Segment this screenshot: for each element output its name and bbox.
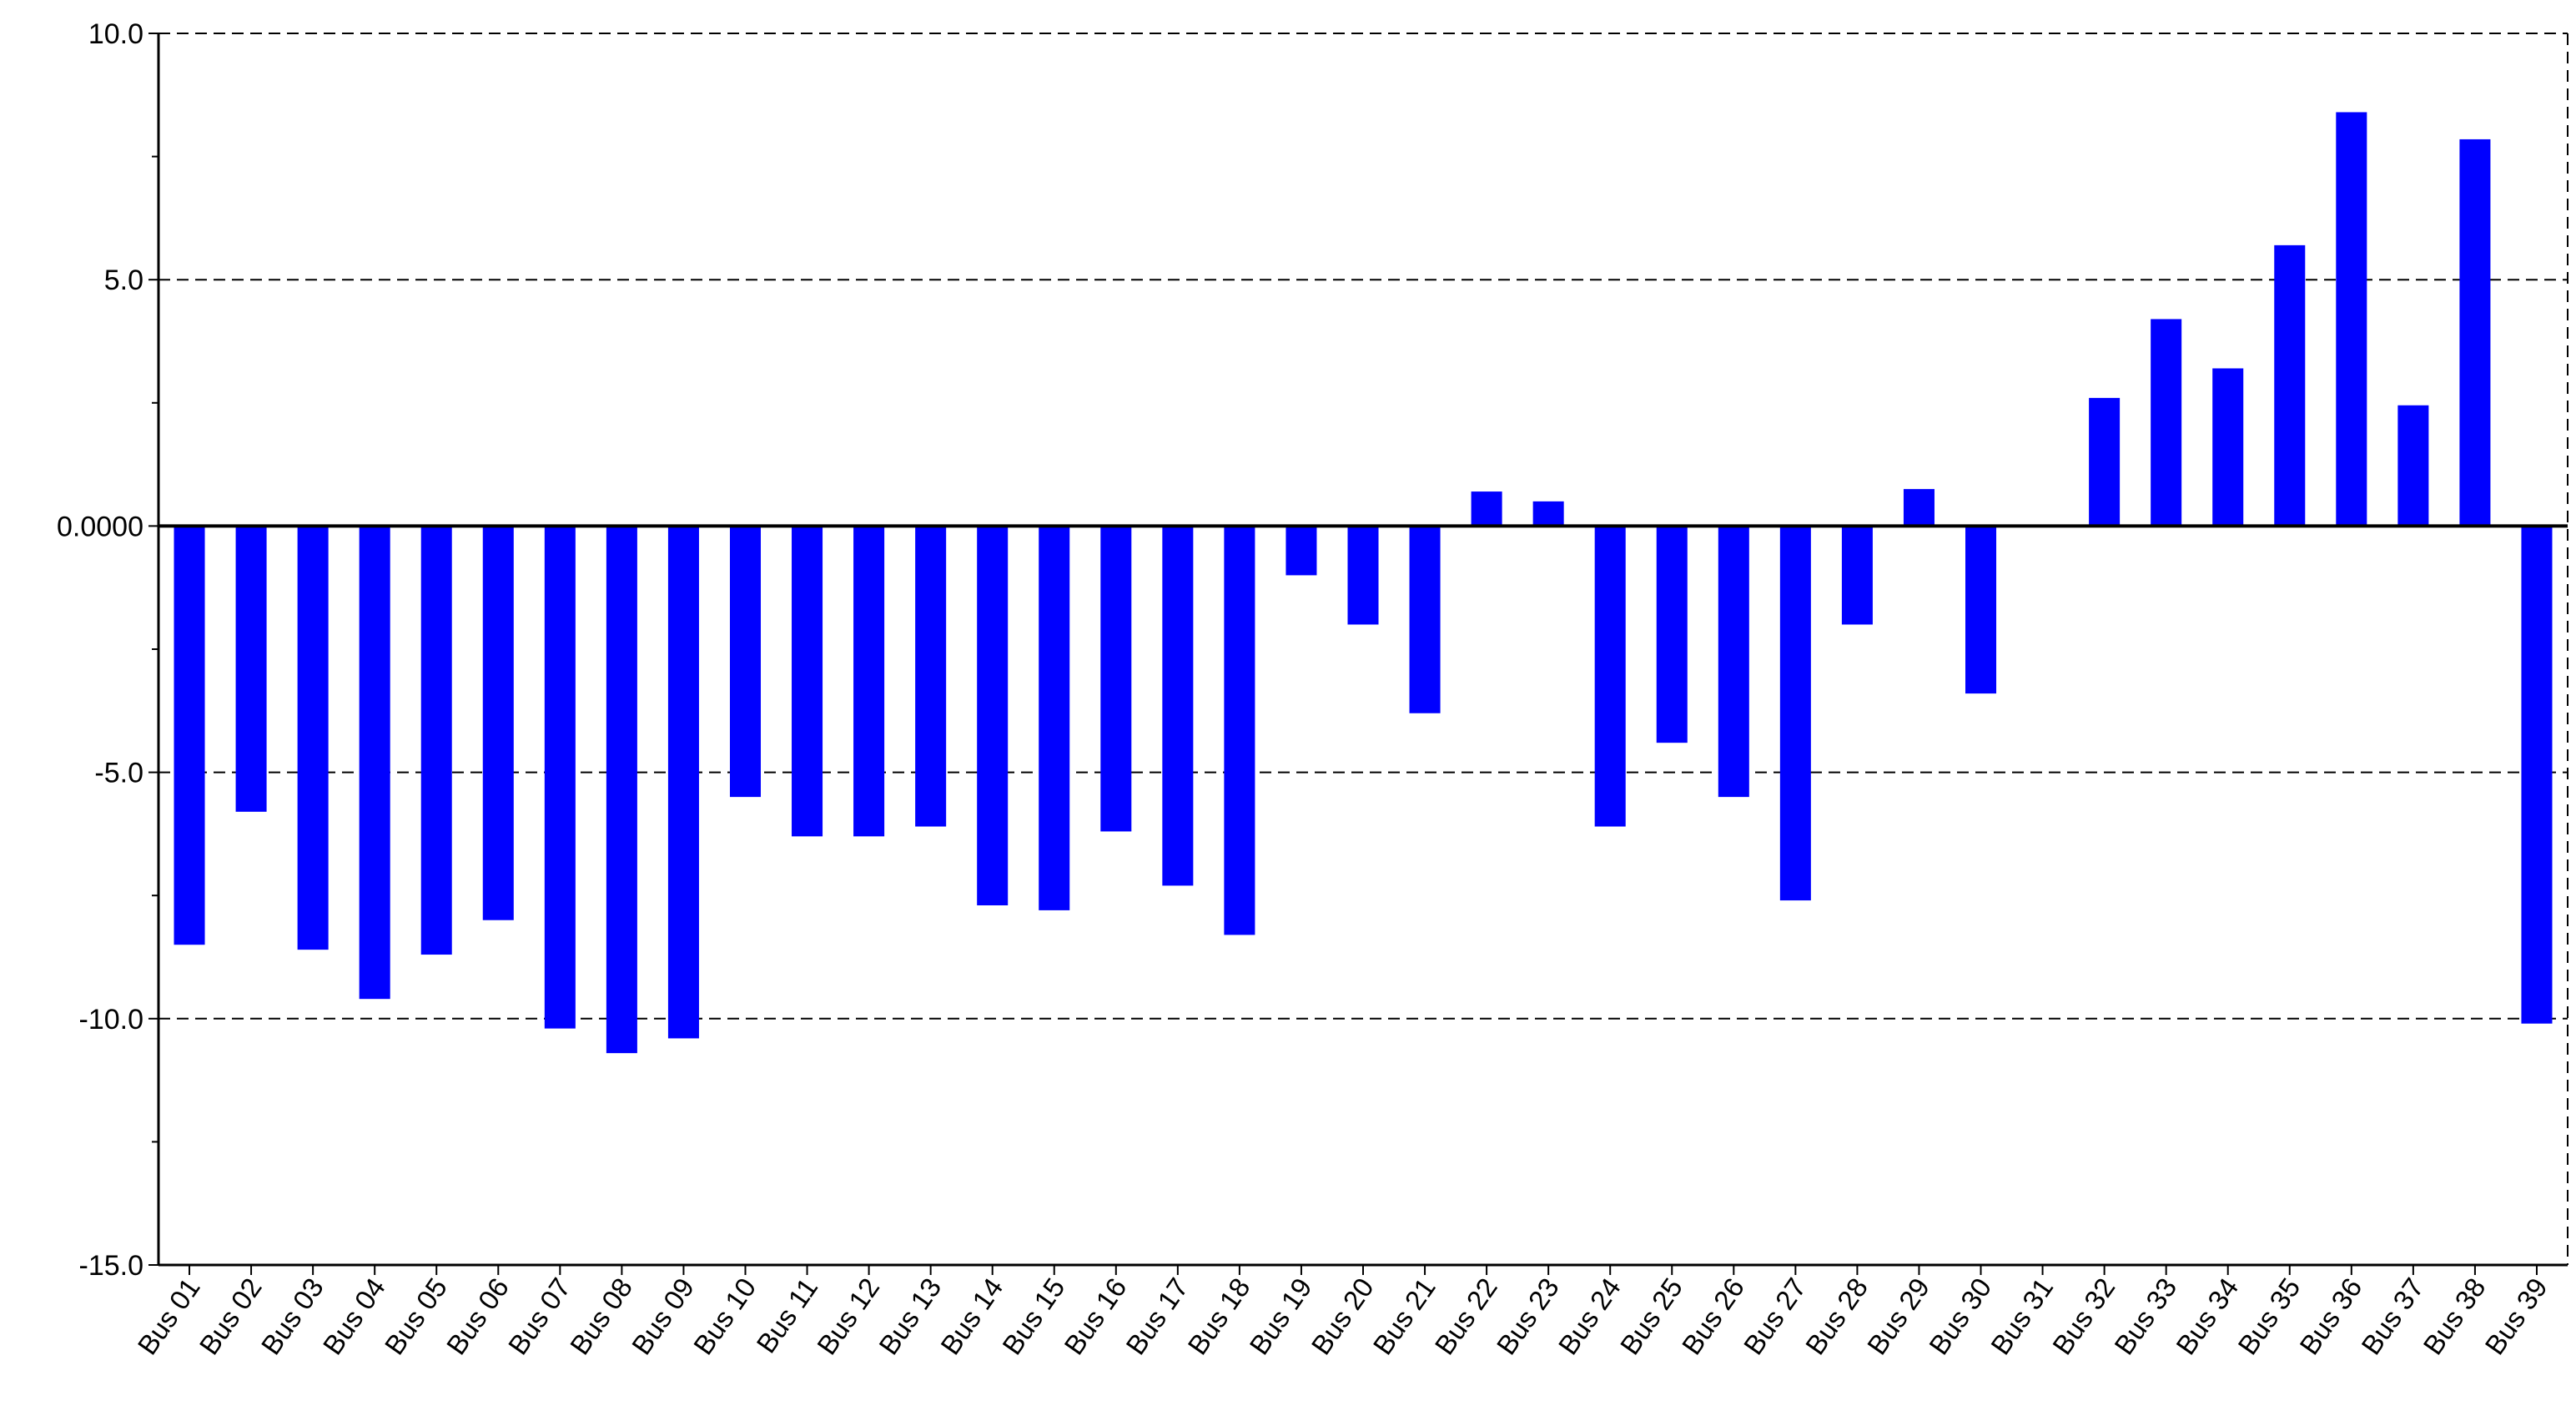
axes [157, 33, 2568, 1267]
bar-bus-17 [1162, 526, 1194, 886]
x-category-label: Bus 01 [132, 1272, 206, 1360]
bar-bus-19 [1285, 526, 1317, 576]
x-category-label: Bus 38 [2417, 1272, 2491, 1360]
bar-bus-07 [544, 526, 576, 1029]
bar-bus-24 [1594, 526, 1626, 827]
x-category-label: Bus 28 [1799, 1272, 1874, 1360]
bar-bus-15 [1039, 526, 1070, 910]
x-category-label: Bus 19 [1243, 1272, 1317, 1360]
bar-bus-14 [977, 526, 1009, 906]
y-tick-label: 0.0000 [57, 511, 143, 542]
x-category-label: Bus 08 [564, 1272, 638, 1360]
bar-bus-13 [915, 526, 947, 827]
x-category-label: Bus 15 [996, 1272, 1070, 1360]
x-category-label: Bus 23 [1491, 1272, 1565, 1360]
bar-bus-01 [174, 526, 205, 945]
x-category-label: Bus 16 [1058, 1272, 1132, 1360]
x-category-label: Bus 09 [626, 1272, 700, 1360]
x-category-label: Bus 27 [1738, 1272, 1812, 1360]
x-category-label: Bus 10 [687, 1272, 762, 1360]
bar-bus-22 [1471, 491, 1502, 527]
y-ticks: 10.0 5.0 0.0000 -5.0 -10.0 -15.0 [57, 18, 158, 1282]
x-category-label: Bus 30 [1923, 1272, 1997, 1360]
grid-lines [158, 33, 2568, 1265]
y-tick-label: -15.0 [79, 1250, 144, 1282]
bar-bus-34 [2212, 368, 2244, 527]
x-category-label: Bus 24 [1552, 1272, 1627, 1360]
x-category-label: Bus 36 [2293, 1272, 2367, 1360]
x-category-label: Bus 21 [1367, 1272, 1441, 1360]
y-tick-label: 5.0 [104, 265, 143, 296]
x-category-label: Bus 29 [1861, 1272, 1935, 1360]
bar-bus-29 [1903, 489, 1935, 527]
bar-bus-05 [420, 526, 452, 955]
bar-bus-30 [1965, 526, 1997, 694]
y-tick-label: -10.0 [79, 1004, 144, 1036]
x-category-label: Bus 20 [1305, 1272, 1379, 1360]
x-category-label: Bus 14 [934, 1272, 1009, 1360]
x-category-label: Bus 17 [1119, 1272, 1194, 1360]
bar-bus-11 [792, 526, 823, 837]
x-category-label: Bus 18 [1181, 1272, 1255, 1360]
bar-bus-09 [667, 526, 699, 1039]
bar-bus-18 [1224, 526, 1255, 935]
x-category-label: Bus 12 [811, 1272, 885, 1360]
bar-bus-33 [2151, 319, 2182, 527]
bar-bus-06 [482, 526, 514, 920]
bar-bus-03 [297, 526, 329, 950]
x-category-label: Bus 33 [2108, 1272, 2182, 1360]
bar-bus-08 [606, 526, 637, 1054]
bar-bus-21 [1409, 526, 1441, 713]
x-category-label: Bus 39 [2478, 1272, 2553, 1360]
x-category-label: Bus 05 [379, 1272, 453, 1360]
bar-bus-35 [2274, 244, 2306, 527]
bar-bus-10 [729, 526, 761, 798]
x-category-label: Bus 22 [1429, 1272, 1503, 1360]
x-category-label: Bus 32 [2046, 1272, 2121, 1360]
x-category-label: Bus 34 [2170, 1272, 2244, 1360]
bar-bus-12 [853, 526, 885, 837]
bar-bus-28 [1841, 526, 1873, 625]
bar-bus-32 [2089, 397, 2121, 527]
bar-bus-39 [2521, 526, 2553, 1024]
bar-bus-38 [2459, 139, 2491, 527]
bar-bus-37 [2397, 405, 2429, 527]
y-tick-label: 10.0 [88, 18, 143, 50]
x-category-label: Bus 11 [750, 1272, 823, 1358]
x-category-label: Bus 03 [255, 1272, 330, 1360]
bar-bus-36 [2336, 112, 2367, 527]
x-category-label: Bus 25 [1614, 1272, 1688, 1360]
bar-bus-02 [235, 526, 267, 812]
bars [158, 112, 2568, 1054]
x-category-label: Bus 35 [2231, 1272, 2306, 1360]
bar-bus-25 [1656, 526, 1688, 743]
y-tick-label: -5.0 [94, 758, 143, 789]
x-category-label: Bus 13 [873, 1272, 947, 1360]
x-category-label: Bus 02 [194, 1272, 268, 1360]
x-category-label: Bus 04 [317, 1272, 391, 1360]
bar-bus-27 [1779, 526, 1811, 901]
x-category-label: Bus 31 [1985, 1272, 2059, 1360]
x-category-label: Bus 06 [440, 1272, 515, 1360]
bar-bus-16 [1100, 526, 1132, 832]
x-category-label: Bus 07 [502, 1272, 576, 1360]
bar-bus-26 [1718, 526, 1749, 798]
x-category-label: Bus 26 [1676, 1272, 1750, 1360]
bar-bus-04 [359, 526, 390, 1000]
x-category-label: Bus 37 [2355, 1272, 2429, 1360]
bar-bus-20 [1347, 526, 1379, 625]
bar-bus-23 [1532, 501, 1564, 527]
